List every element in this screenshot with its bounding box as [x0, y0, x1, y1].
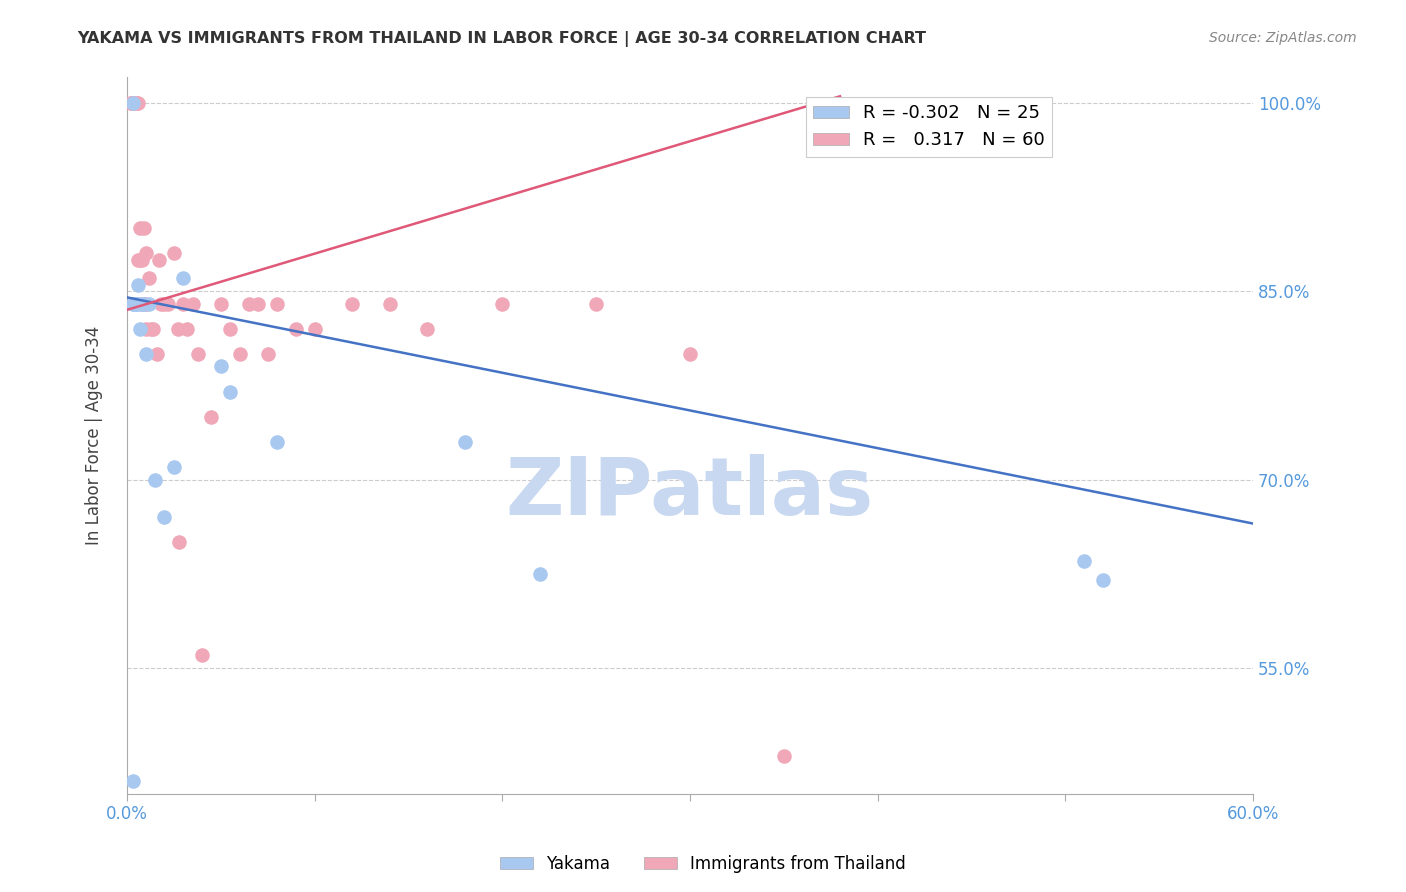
Point — [166, 322, 188, 336]
Point — [131, 252, 153, 267]
Legend: R = -0.302   N = 25, R =   0.317   N = 60: R = -0.302 N = 25, R = 0.317 N = 60 — [806, 97, 1053, 157]
Point — [142, 322, 165, 336]
Point — [153, 510, 176, 524]
Point — [163, 246, 186, 260]
Point — [529, 566, 551, 581]
Text: YAKAMA VS IMMIGRANTS FROM THAILAND IN LABOR FORCE | AGE 30-34 CORRELATION CHART: YAKAMA VS IMMIGRANTS FROM THAILAND IN LA… — [77, 31, 927, 47]
Point — [132, 221, 155, 235]
Point — [191, 648, 214, 663]
Point — [124, 95, 146, 110]
Point — [129, 322, 152, 336]
Point — [169, 535, 191, 549]
Point — [454, 434, 477, 449]
Point — [127, 252, 149, 267]
Point — [772, 749, 794, 764]
Point — [124, 296, 146, 310]
Point — [172, 296, 194, 310]
Point — [149, 296, 172, 310]
Point — [157, 296, 180, 310]
Point — [172, 271, 194, 285]
Point — [124, 95, 146, 110]
Point — [153, 296, 176, 310]
Point — [124, 296, 146, 310]
Point — [209, 296, 232, 310]
Point — [181, 296, 204, 310]
Point — [121, 774, 143, 789]
Point — [125, 296, 148, 310]
Point — [135, 347, 157, 361]
Point — [148, 252, 170, 267]
Point — [127, 95, 149, 110]
Point — [1091, 573, 1114, 587]
Point — [266, 296, 288, 310]
Point — [138, 296, 160, 310]
Point — [127, 296, 149, 310]
Point — [266, 434, 288, 449]
Text: Source: ZipAtlas.com: Source: ZipAtlas.com — [1209, 31, 1357, 45]
Point — [679, 347, 702, 361]
Point — [135, 296, 157, 310]
Point — [304, 322, 326, 336]
Point — [284, 322, 307, 336]
Point — [121, 296, 143, 310]
Point — [138, 271, 160, 285]
Point — [219, 322, 242, 336]
Point — [200, 409, 222, 424]
Point — [120, 95, 142, 110]
Point — [132, 296, 155, 310]
Point — [247, 296, 270, 310]
Point — [256, 347, 278, 361]
Point — [585, 296, 607, 310]
Point — [129, 221, 152, 235]
Text: ZIPatlas: ZIPatlas — [506, 454, 875, 532]
Point — [416, 322, 439, 336]
Point — [340, 296, 363, 310]
Point — [1073, 554, 1095, 568]
Point — [120, 95, 142, 110]
Point — [125, 296, 148, 310]
Point — [125, 95, 148, 110]
Point — [176, 322, 198, 336]
Point — [121, 95, 143, 110]
Point — [121, 95, 143, 110]
Point — [125, 95, 148, 110]
Point — [120, 95, 142, 110]
Point — [209, 359, 232, 374]
Point — [135, 322, 157, 336]
Point — [121, 95, 143, 110]
Legend: Yakama, Immigrants from Thailand: Yakama, Immigrants from Thailand — [494, 848, 912, 880]
Point — [228, 347, 250, 361]
Point — [121, 95, 143, 110]
Point — [219, 384, 242, 399]
Point — [125, 95, 148, 110]
Point — [132, 296, 155, 310]
Point — [491, 296, 513, 310]
Point — [121, 95, 143, 110]
Point — [238, 296, 260, 310]
Point — [121, 95, 143, 110]
Point — [135, 246, 157, 260]
Point — [131, 296, 153, 310]
Point — [146, 347, 169, 361]
Point — [141, 322, 163, 336]
Point — [163, 460, 186, 475]
Point — [143, 473, 166, 487]
Point — [129, 252, 152, 267]
Point — [125, 95, 148, 110]
Point — [127, 277, 149, 292]
Y-axis label: In Labor Force | Age 30-34: In Labor Force | Age 30-34 — [86, 326, 103, 545]
Point — [121, 95, 143, 110]
Point — [124, 95, 146, 110]
Point — [131, 296, 153, 310]
Point — [187, 347, 209, 361]
Point — [378, 296, 401, 310]
